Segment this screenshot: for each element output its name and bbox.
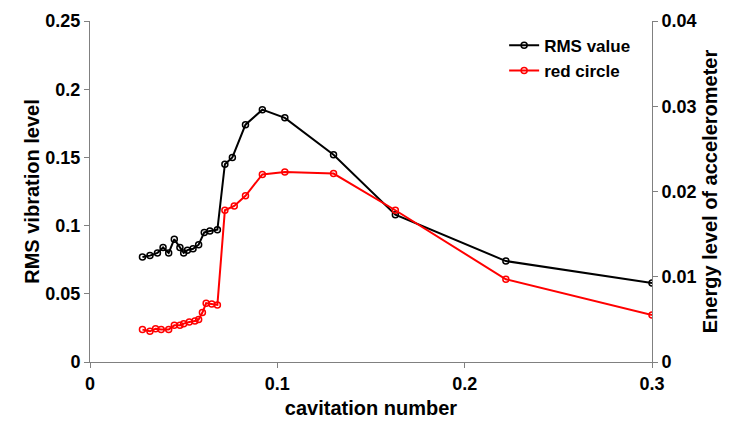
svg-text:0.1: 0.1 bbox=[55, 216, 80, 236]
svg-text:0: 0 bbox=[85, 374, 95, 394]
svg-text:RMS vibration level: RMS vibration level bbox=[21, 99, 43, 284]
svg-text:0.04: 0.04 bbox=[662, 11, 697, 31]
svg-text:0.15: 0.15 bbox=[45, 148, 80, 168]
svg-text:0.2: 0.2 bbox=[55, 80, 80, 100]
svg-text:0.03: 0.03 bbox=[662, 97, 697, 117]
svg-text:RMS value: RMS value bbox=[544, 37, 630, 56]
svg-text:red circle: red circle bbox=[544, 62, 620, 81]
svg-text:Energy level of accelerometer: Energy level of accelerometer bbox=[699, 50, 721, 334]
svg-text:0: 0 bbox=[662, 352, 672, 372]
svg-text:0.01: 0.01 bbox=[662, 267, 697, 287]
svg-text:cavitation number: cavitation number bbox=[285, 397, 457, 419]
svg-text:0.1: 0.1 bbox=[265, 374, 290, 394]
svg-text:0.3: 0.3 bbox=[639, 374, 664, 394]
svg-text:0.25: 0.25 bbox=[45, 11, 80, 31]
svg-text:0: 0 bbox=[70, 352, 80, 372]
svg-text:0.05: 0.05 bbox=[45, 284, 80, 304]
svg-text:0.02: 0.02 bbox=[662, 182, 697, 202]
svg-text:0.2: 0.2 bbox=[452, 374, 477, 394]
